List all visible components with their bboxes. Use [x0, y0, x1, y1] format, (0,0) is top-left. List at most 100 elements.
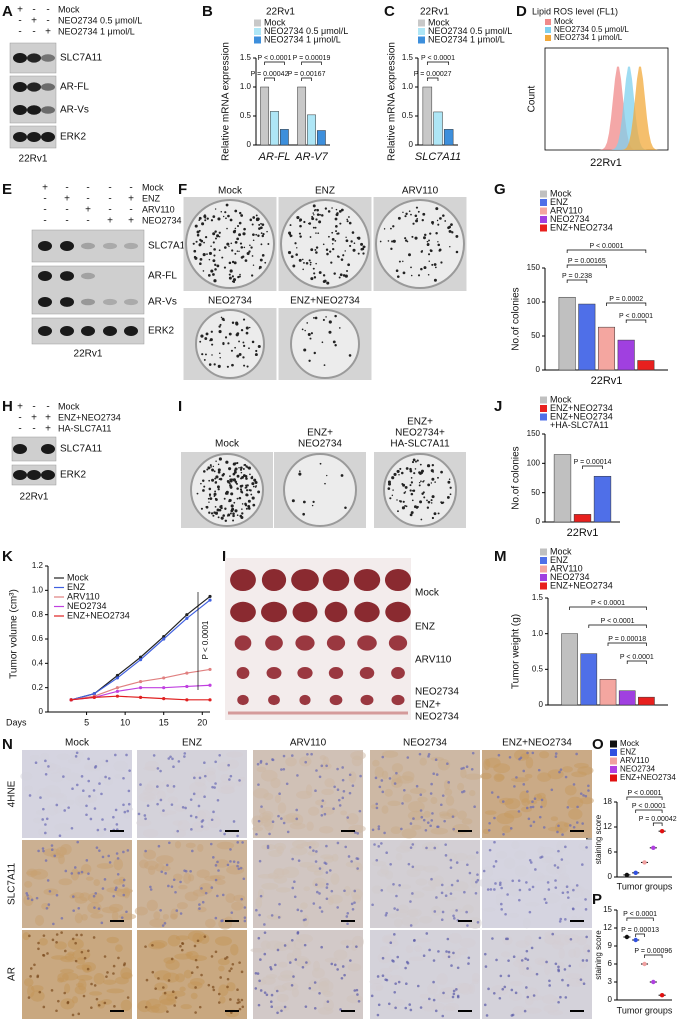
colony: [264, 261, 267, 264]
nucleus: [341, 796, 345, 800]
colony: [214, 490, 217, 493]
tissue-patch: [187, 930, 206, 942]
y-tick-label: 0.4: [32, 658, 44, 667]
tissue-patch: [509, 991, 523, 1001]
nucleus: [392, 960, 395, 963]
plate-label: ENZ+NEO2734: [290, 296, 360, 307]
nucleus: [144, 1005, 148, 1009]
p-value: P < 0.0001: [201, 620, 210, 659]
colony: [231, 275, 234, 278]
nucleus: [515, 776, 518, 779]
nucleus: [538, 936, 542, 940]
nucleus: [356, 867, 359, 870]
legend-swatch: [540, 574, 547, 581]
cell-line: 22Rv1: [19, 154, 48, 165]
nucleus: [41, 847, 45, 850]
blot-band: [124, 298, 138, 306]
legend-swatch: [418, 36, 425, 44]
nucleus: [378, 785, 382, 789]
blot-band: [81, 298, 95, 306]
colony: [215, 475, 219, 479]
colony: [303, 348, 307, 352]
colony: [247, 507, 251, 510]
colony: [232, 512, 235, 516]
tissue-patch: [574, 762, 589, 769]
colony: [257, 345, 261, 349]
point: [208, 598, 212, 602]
nucleus: [344, 845, 348, 849]
p-bracket: [626, 796, 663, 800]
nucleus: [97, 907, 101, 910]
nucleus: [532, 994, 536, 997]
colony: [218, 457, 222, 461]
nucleus: [55, 940, 58, 944]
colony: [261, 223, 265, 226]
tissue-patch: [461, 818, 473, 825]
nucleus: [157, 977, 160, 980]
nucleus: [371, 903, 374, 907]
nucleus: [194, 986, 197, 989]
nucleus: [291, 857, 294, 861]
colony: [448, 229, 452, 233]
colony: [206, 217, 209, 220]
colony: [310, 248, 314, 252]
legend-swatch: [254, 36, 261, 44]
tissue-patch: [376, 973, 393, 979]
tissue-patch: [379, 968, 393, 973]
nucleus: [271, 758, 274, 761]
p-bracket: [626, 917, 654, 921]
treatment-sign: -: [129, 183, 132, 194]
nucleus: [37, 947, 40, 951]
nucleus: [430, 819, 434, 822]
nucleus: [45, 906, 49, 910]
colony: [223, 266, 227, 269]
column-label: ENZ+NEO2734: [502, 738, 572, 749]
tissue-patch: [159, 810, 177, 815]
tissue-patch: [513, 749, 530, 761]
nucleus: [52, 922, 55, 926]
nucleus: [103, 878, 107, 881]
nucleus: [263, 991, 267, 994]
y-tick-label: 1.0: [240, 82, 252, 91]
legend-label: NEO2734: [620, 765, 656, 774]
nucleus: [236, 841, 240, 844]
nucleus: [210, 818, 214, 822]
colony: [239, 211, 242, 215]
nucleus: [122, 893, 126, 897]
colony: [230, 242, 233, 245]
plate: [290, 309, 360, 379]
colony: [440, 470, 443, 474]
plate-label: Mock: [215, 439, 240, 450]
nucleus: [47, 765, 50, 768]
point: [162, 697, 166, 701]
colony: [344, 274, 348, 278]
nucleus: [408, 1003, 412, 1006]
nucleus: [444, 843, 447, 846]
y-tick-label: 1.5: [240, 53, 252, 62]
tissue-patch: [74, 913, 83, 924]
nucleus: [336, 767, 339, 771]
colony: [431, 469, 433, 472]
nucleus: [174, 996, 178, 999]
tissue-patch: [346, 813, 359, 825]
point: [642, 860, 647, 865]
nucleus: [466, 863, 469, 867]
nucleus: [325, 764, 328, 768]
tissue-patch: [370, 983, 384, 991]
nucleus: [558, 770, 561, 774]
colony: [229, 512, 232, 515]
tissue-patch: [121, 806, 134, 812]
group-label: ARV110: [415, 655, 452, 666]
nucleus: [451, 995, 455, 999]
legend-swatch: [540, 413, 547, 421]
colony: [437, 223, 440, 226]
colony: [249, 218, 253, 222]
colony: [229, 475, 231, 477]
colony: [249, 244, 251, 247]
y-tick-label: 1.5: [402, 53, 414, 62]
nucleus: [278, 902, 281, 906]
tissue-patch: [439, 813, 456, 819]
nucleus: [189, 798, 193, 801]
colony: [238, 250, 240, 253]
nucleus: [487, 828, 491, 832]
